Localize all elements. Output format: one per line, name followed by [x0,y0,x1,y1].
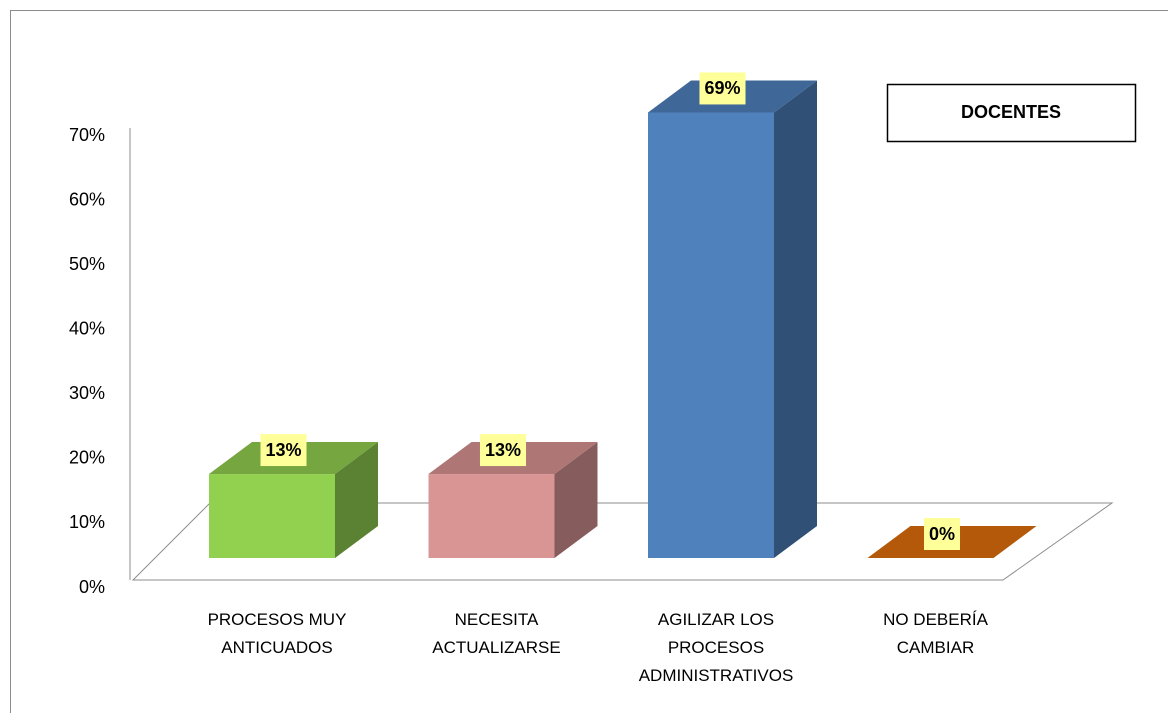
y-tick-label: 60% [69,189,105,209]
bar-front [648,112,774,558]
value-label-bg [479,434,527,467]
x-tick-label: NO DEBERÍA CAMBIAR [883,610,988,657]
value-label: 69% [704,78,740,98]
bar-side [774,80,817,558]
legend-label: DOCENTES [961,102,1061,122]
x-tick-label: PROCESOS MUY ANTICUADOS [207,610,347,657]
bar-front [428,474,555,558]
bar-side [335,442,378,558]
legend-box [886,83,1137,143]
value-label: 0% [929,524,955,544]
value-label: 13% [485,440,521,460]
value-label-bg [923,518,961,550]
x-tick-label: NECESITA ACTUALIZARSE [432,610,561,657]
value-label: 13% [265,440,301,460]
y-tick-label: 40% [69,318,105,338]
y-tick-label: 10% [69,512,105,532]
x-tick-label: AGILIZAR LOS PROCESOS ADMINISTRATIVOS [638,610,794,685]
y-tick-label: 70% [69,125,105,145]
value-label-bg [699,72,746,105]
y-tick-label: 0% [79,577,105,597]
y-tick-label: 20% [69,448,105,468]
y-tick-label: 50% [69,254,105,274]
chart-frame [10,10,1168,713]
bar-front [209,474,335,558]
value-label-bg [260,434,307,467]
y-tick-label: 30% [69,383,105,403]
bar [648,80,817,558]
floor [131,502,1114,581]
bar-side [554,442,598,558]
